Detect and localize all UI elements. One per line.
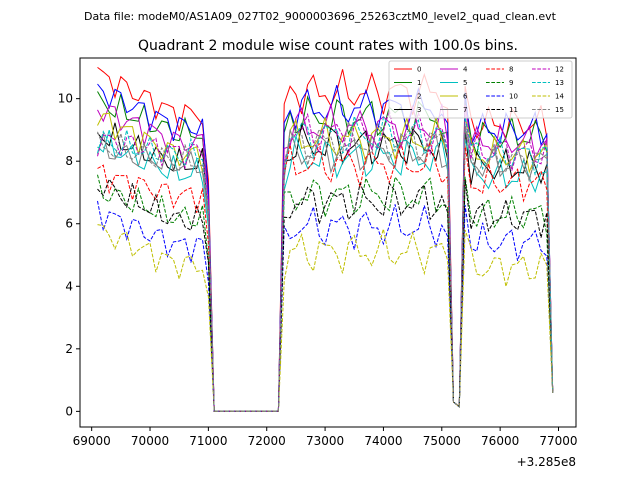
x-tick-label: 74000 [364,434,402,448]
legend-label-1: 1 [417,79,421,87]
x-tick-label: 77000 [539,434,577,448]
y-tick-label: 2 [65,342,73,356]
y-tick-label: 8 [65,154,73,168]
series-line-2 [97,83,554,412]
y-tick-label: 4 [65,279,73,293]
legend-label-0: 0 [417,66,421,74]
x-tick-label: 69000 [73,434,111,448]
legend-label-11: 11 [509,106,518,114]
chart-title: Quadrant 2 module wise count rates with … [138,38,518,54]
legend-label-4: 4 [463,66,468,74]
legend-label-5: 5 [463,79,467,87]
x-tick-label: 71000 [189,434,227,448]
series-layer [97,67,554,412]
y-tick-label: 10 [58,92,73,106]
series-line-10 [97,200,554,412]
x-tick-label: 73000 [306,434,344,448]
ticks-layer: 69000 70000 71000 72000 73000 74000 75000 76000… [58,92,578,448]
axes-frame [79,57,577,428]
x-tick-label: 72000 [248,434,286,448]
x-tick-label: 75000 [423,434,461,448]
y-tick-label: 6 [65,217,73,231]
legend-label-7: 7 [463,106,467,114]
series-line-13 [97,114,554,412]
series-line-8 [97,142,554,412]
legend-label-15: 15 [555,106,564,114]
series-line-5 [97,129,554,412]
legend-label-8: 8 [509,66,513,74]
legend-label-12: 12 [555,66,564,74]
series-line-9 [97,174,554,412]
series-line-12 [97,110,554,412]
legend-label-2: 2 [417,93,421,101]
x-tick-label: 76000 [481,434,519,448]
legend-label-6: 6 [463,93,468,101]
legend-label-10: 10 [509,93,518,101]
legend-box [388,60,573,119]
series-line-7 [97,126,554,412]
series-line-14 [97,224,554,412]
y-tick-label: 0 [65,404,73,418]
x-offset-text: +3.285e8 [517,455,576,469]
x-tick-label: 70000 [131,434,169,448]
legend-label-3: 3 [417,106,421,114]
suptitle: Data file: modeM0/AS1A09_027T02_90000036… [84,10,557,23]
legend-label-9: 9 [509,79,513,87]
legend-label-14: 14 [555,93,564,101]
series-line-15 [97,119,554,412]
series-line-1 [97,91,554,412]
series-line-11 [97,178,554,412]
legend-label-13: 13 [555,79,564,87]
